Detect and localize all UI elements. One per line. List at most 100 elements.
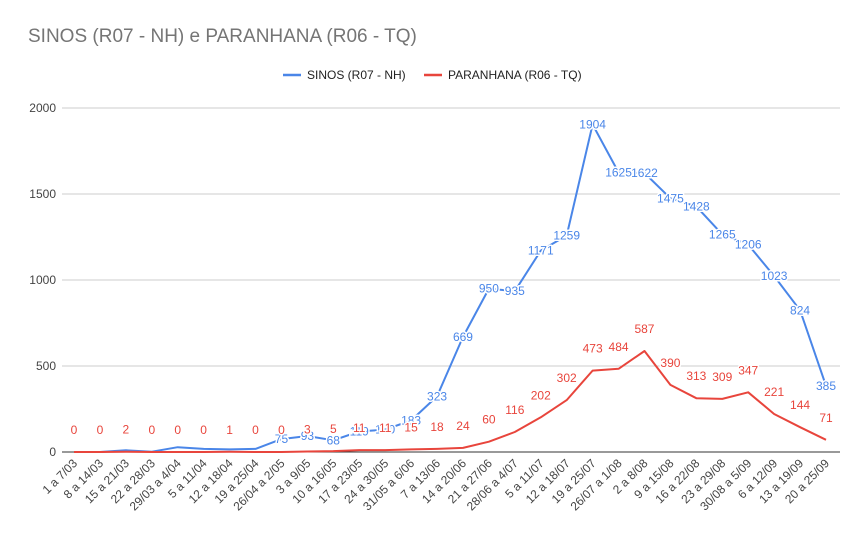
- data-label-sinos: 1475: [657, 191, 684, 205]
- data-label-sinos: 119: [350, 425, 369, 439]
- data-label-paranhana: 202: [531, 388, 551, 402]
- y-tick-label: 1000: [29, 273, 56, 287]
- data-label-sinos: 1622: [631, 166, 658, 180]
- data-label-paranhana: 11: [353, 421, 366, 435]
- data-label-sinos: 183: [401, 414, 421, 428]
- data-label-halo: 18: [430, 420, 444, 434]
- data-label-paranhana: 484: [609, 340, 629, 354]
- data-label-halo: 11: [353, 421, 366, 435]
- data-label-paranhana: 0: [97, 423, 104, 437]
- data-label-halo: 144: [790, 398, 810, 412]
- data-label-halo: 313: [686, 369, 706, 383]
- data-label-paranhana: 309: [712, 370, 732, 384]
- gridlines: [62, 107, 840, 453]
- series-lines: [74, 123, 827, 453]
- data-label-paranhana: 18: [430, 420, 444, 434]
- data-label-halo: 950: [479, 282, 499, 296]
- chart-title: SINOS (R07 - NH) e PARANHANA (R06 - TQ): [28, 26, 417, 47]
- data-label-paranhana: 60: [482, 413, 496, 427]
- data-label-halo: 3: [304, 422, 311, 436]
- data-label-sinos: 1625: [605, 166, 632, 180]
- data-label-paranhana: 2: [123, 423, 130, 437]
- data-label-halo: 0: [97, 423, 104, 437]
- data-label-halo: 1171: [528, 244, 554, 258]
- data-label-halo: 309: [712, 370, 732, 384]
- data-label-paranhana: 0: [252, 423, 259, 437]
- data-label-halo: 0: [148, 423, 155, 437]
- series-line-paranhana: [74, 350, 827, 453]
- data-label-halo: 0: [252, 423, 259, 437]
- data-label-sinos: 824: [790, 303, 810, 317]
- data-label-halo: 68: [327, 433, 341, 447]
- data-label-halo: 0: [278, 423, 285, 437]
- data-label-halo: 390: [660, 356, 680, 370]
- data-label-halo: 116: [505, 403, 524, 417]
- data-label-halo: 484: [609, 340, 629, 354]
- data-label-sinos: 1904: [579, 118, 606, 132]
- legend-label: SINOS (R07 - NH): [307, 68, 406, 82]
- data-label-sinos: 385: [816, 379, 836, 393]
- data-label-paranhana: 0: [71, 423, 78, 437]
- data-label-sinos: 1428: [683, 199, 710, 213]
- data-label-halo: 0: [174, 423, 181, 437]
- data-label-paranhana: 5: [330, 422, 337, 436]
- data-label-paranhana: 0: [174, 423, 181, 437]
- data-label-paranhana: 0: [278, 423, 285, 437]
- data-label-paranhana: 15: [404, 420, 418, 434]
- data-label-halo: 93: [301, 429, 315, 443]
- data-label-paranhana: 313: [686, 369, 706, 383]
- data-label-halo: 221: [764, 385, 784, 399]
- data-label-paranhana: 587: [634, 322, 654, 336]
- y-tick-label: 2000: [29, 101, 56, 115]
- data-label-halo: 0: [71, 423, 78, 437]
- data-label-halo: 1622: [631, 166, 658, 180]
- data-label-halo: 1259: [553, 228, 580, 242]
- data-label-halo: 130: [375, 423, 395, 437]
- data-label-sinos: 130: [375, 423, 395, 437]
- data-label-halo: 1428: [683, 199, 710, 213]
- data-label-halo: 11: [379, 421, 392, 435]
- data-label-paranhana: 347: [738, 363, 758, 377]
- data-label-halo: 347: [738, 363, 758, 377]
- data-label-sinos: 323: [427, 389, 447, 403]
- data-label-halo: 0: [200, 423, 207, 437]
- data-label-halo: 385: [816, 379, 836, 393]
- data-label-halo: 1475: [657, 191, 684, 205]
- data-label-paranhana: 24: [456, 419, 470, 433]
- data-label-halo: 15: [404, 420, 418, 434]
- data-label-halo: 75: [275, 432, 289, 446]
- data-label-halo: 669: [453, 330, 473, 344]
- y-axis-tick-labels: 0 500 1000 1500 2000: [29, 101, 56, 459]
- legend-label: PARANHANA (R06 - TQ): [448, 68, 582, 82]
- data-label-paranhana: 302: [557, 371, 577, 385]
- data-label-paranhana: 0: [148, 423, 155, 437]
- data-label-halo: 24: [456, 419, 470, 433]
- y-tick-label: 500: [36, 359, 56, 373]
- data-label-paranhana: 390: [660, 356, 680, 370]
- data-label-halo: 183: [401, 414, 421, 428]
- data-label-sinos: 1206: [735, 238, 762, 252]
- data-label-halo: 302: [557, 371, 577, 385]
- data-label-halo: 119: [350, 425, 369, 439]
- data-label-sinos: 1259: [553, 228, 580, 242]
- data-label-paranhana: 221: [764, 385, 784, 399]
- data-label-sinos: 1265: [709, 227, 736, 241]
- data-label-halo: 2: [123, 423, 130, 437]
- data-label-halo: 1: [226, 423, 233, 437]
- data-label-halo: 824: [790, 303, 810, 317]
- data-label-sinos: 68: [327, 433, 341, 447]
- data-label-halo: 1625: [605, 166, 632, 180]
- data-label-paranhana: 3: [304, 422, 311, 436]
- data-label-halo: 587: [634, 322, 654, 336]
- data-label-halo: 1265: [709, 227, 736, 241]
- data-label-sinos: 950: [479, 282, 499, 296]
- data-label-halo: 1023: [761, 269, 788, 283]
- data-label-paranhana: 116: [505, 403, 524, 417]
- legend: SINOS (R07 - NH) PARANHANA (R06 - TQ): [283, 68, 582, 82]
- data-label-paranhana: 1: [226, 423, 233, 437]
- data-label-sinos: 1023: [761, 269, 788, 283]
- data-label-paranhana: 144: [790, 398, 810, 412]
